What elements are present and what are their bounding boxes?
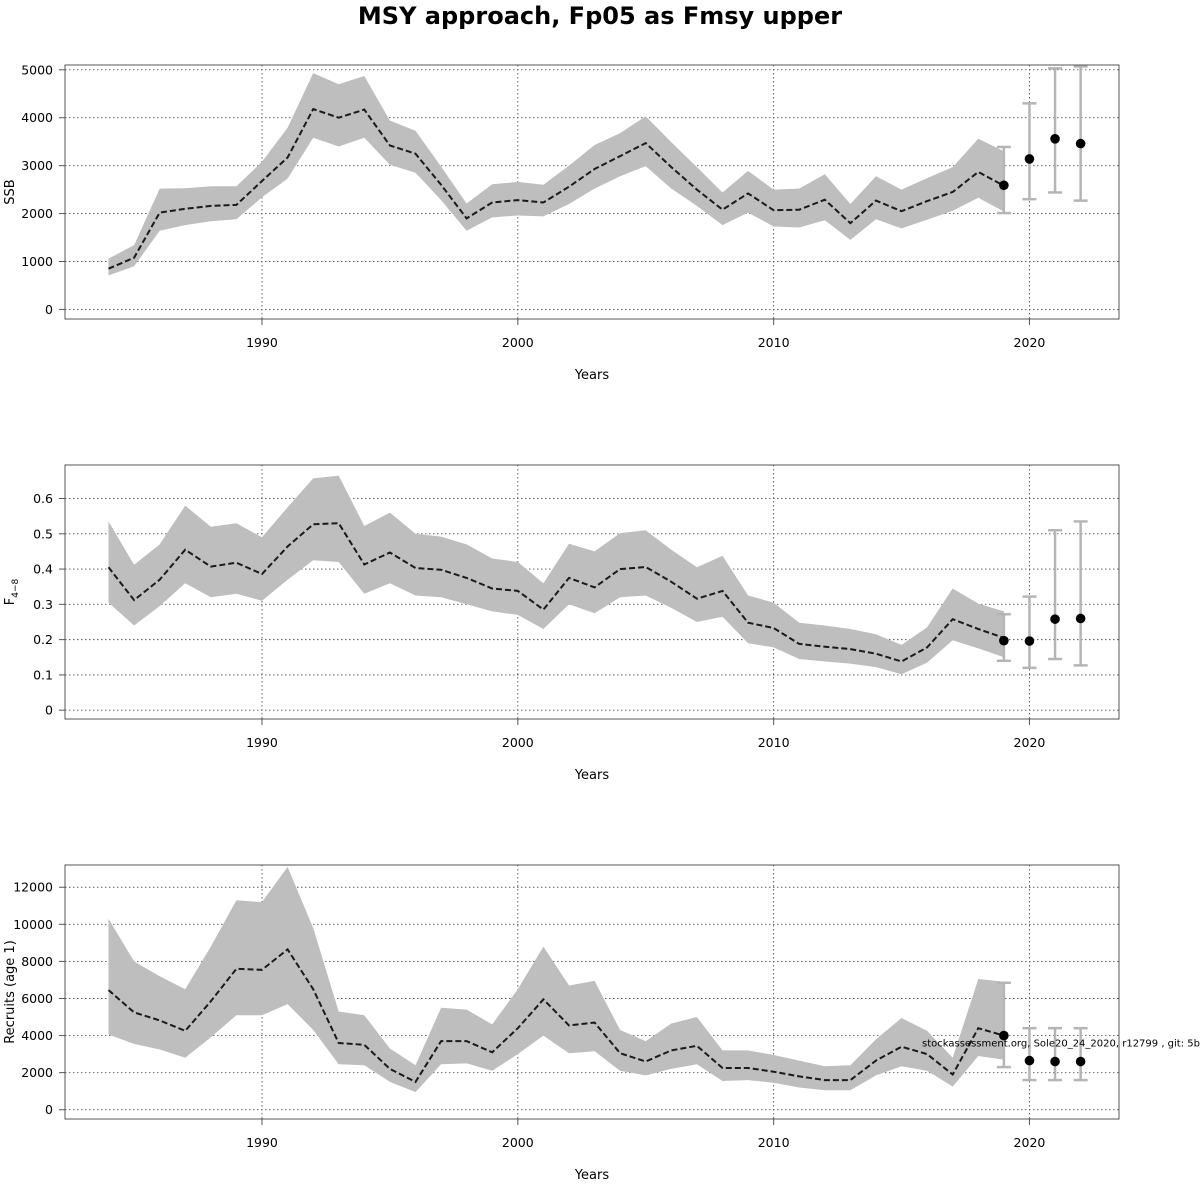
y-axis-label: F4−8 bbox=[3, 578, 21, 605]
projection-point bbox=[1075, 1056, 1086, 1067]
confidence-band bbox=[108, 73, 1004, 276]
y-tick-label: 12000 bbox=[13, 880, 53, 895]
projection-point bbox=[1024, 636, 1035, 646]
projection-point bbox=[1024, 154, 1035, 164]
estimate-line bbox=[108, 107, 1005, 270]
y-tick-label: 0.3 bbox=[33, 597, 53, 612]
projection-point bbox=[999, 180, 1009, 191]
projection-point bbox=[999, 635, 1009, 646]
estimate-line bbox=[107, 522, 1005, 663]
projection-point bbox=[1075, 138, 1086, 149]
y-tick-label: 0.2 bbox=[33, 632, 53, 647]
projection-point bbox=[1050, 614, 1060, 624]
y-tick-label: 1000 bbox=[21, 254, 53, 269]
y-tick-label: 5000 bbox=[21, 62, 53, 77]
panel-1: 0 1000 2000 3000 4000 5000 1990 2000 2010 2020 Yea… bbox=[3, 62, 1120, 383]
x-axis-label: Years bbox=[574, 1168, 610, 1183]
x-tick-label: 2020 bbox=[1014, 335, 1046, 350]
y-tick-label: 0.1 bbox=[33, 667, 53, 682]
projection-point bbox=[999, 1030, 1009, 1041]
confidence-band bbox=[108, 866, 1004, 1093]
x-tick-label: 2010 bbox=[758, 1135, 790, 1150]
y-tick-label: 4000 bbox=[21, 110, 53, 125]
x-tick-label: 2020 bbox=[1014, 1135, 1046, 1150]
x-tick-label: 2020 bbox=[1014, 735, 1046, 750]
y-axis-label-subscript: 4−8 bbox=[11, 578, 21, 597]
estimate-line bbox=[107, 947, 1005, 1084]
y-axis-label: Recruits (age 1) bbox=[3, 940, 18, 1044]
projection-point bbox=[1050, 134, 1060, 144]
x-axis-label: Years bbox=[574, 768, 610, 783]
x-tick-label: 2000 bbox=[502, 1135, 534, 1150]
x-tick-label: 2010 bbox=[758, 735, 790, 750]
confidence-band bbox=[108, 475, 1004, 675]
y-tick-label: 8000 bbox=[21, 954, 53, 969]
y-tick-label: 0 bbox=[45, 703, 53, 718]
x-tick-label: 1990 bbox=[246, 735, 278, 750]
y-tick-label: 10000 bbox=[13, 917, 53, 932]
y-tick-label: 2000 bbox=[21, 1065, 53, 1080]
y-tick-label: 6000 bbox=[21, 991, 53, 1006]
projection-point bbox=[1075, 613, 1086, 624]
x-tick-label: 2000 bbox=[502, 735, 534, 750]
projection-point bbox=[1024, 1055, 1035, 1066]
y-tick-label: 0.6 bbox=[33, 491, 53, 506]
x-tick-label: 2010 bbox=[758, 335, 790, 350]
panel-3: 0 2000 4000 6000 8000 10000 12000 1990 2000 2010 2… bbox=[3, 864, 1120, 1183]
x-axis-label: Years bbox=[574, 368, 610, 383]
y-tick-label: 2000 bbox=[21, 206, 53, 221]
y-tick-label: 0.4 bbox=[33, 562, 53, 577]
y-tick-label: 0 bbox=[45, 302, 53, 317]
y-tick-label: 0.5 bbox=[33, 526, 53, 541]
x-tick-label: 2000 bbox=[502, 335, 534, 350]
x-tick-label: 1990 bbox=[246, 1135, 278, 1150]
x-tick-label: 1990 bbox=[246, 335, 278, 350]
y-tick-label: 0 bbox=[45, 1102, 53, 1117]
panel-2: 0 0.1 0.2 0.3 0.4 0.5 0.6 1990 2000 2010 2020 Years… bbox=[3, 464, 1120, 783]
y-axis-label: SSB bbox=[3, 179, 18, 204]
y-tick-label: 4000 bbox=[21, 1028, 53, 1043]
y-tick-label: 3000 bbox=[21, 158, 53, 173]
footnote-text: stockassessment.org, Sole20_24_2020, r12… bbox=[922, 1039, 1200, 1050]
projection-point bbox=[1050, 1056, 1060, 1067]
chart-title: MSY approach, Fp05 as Fmsy upper bbox=[358, 2, 842, 30]
